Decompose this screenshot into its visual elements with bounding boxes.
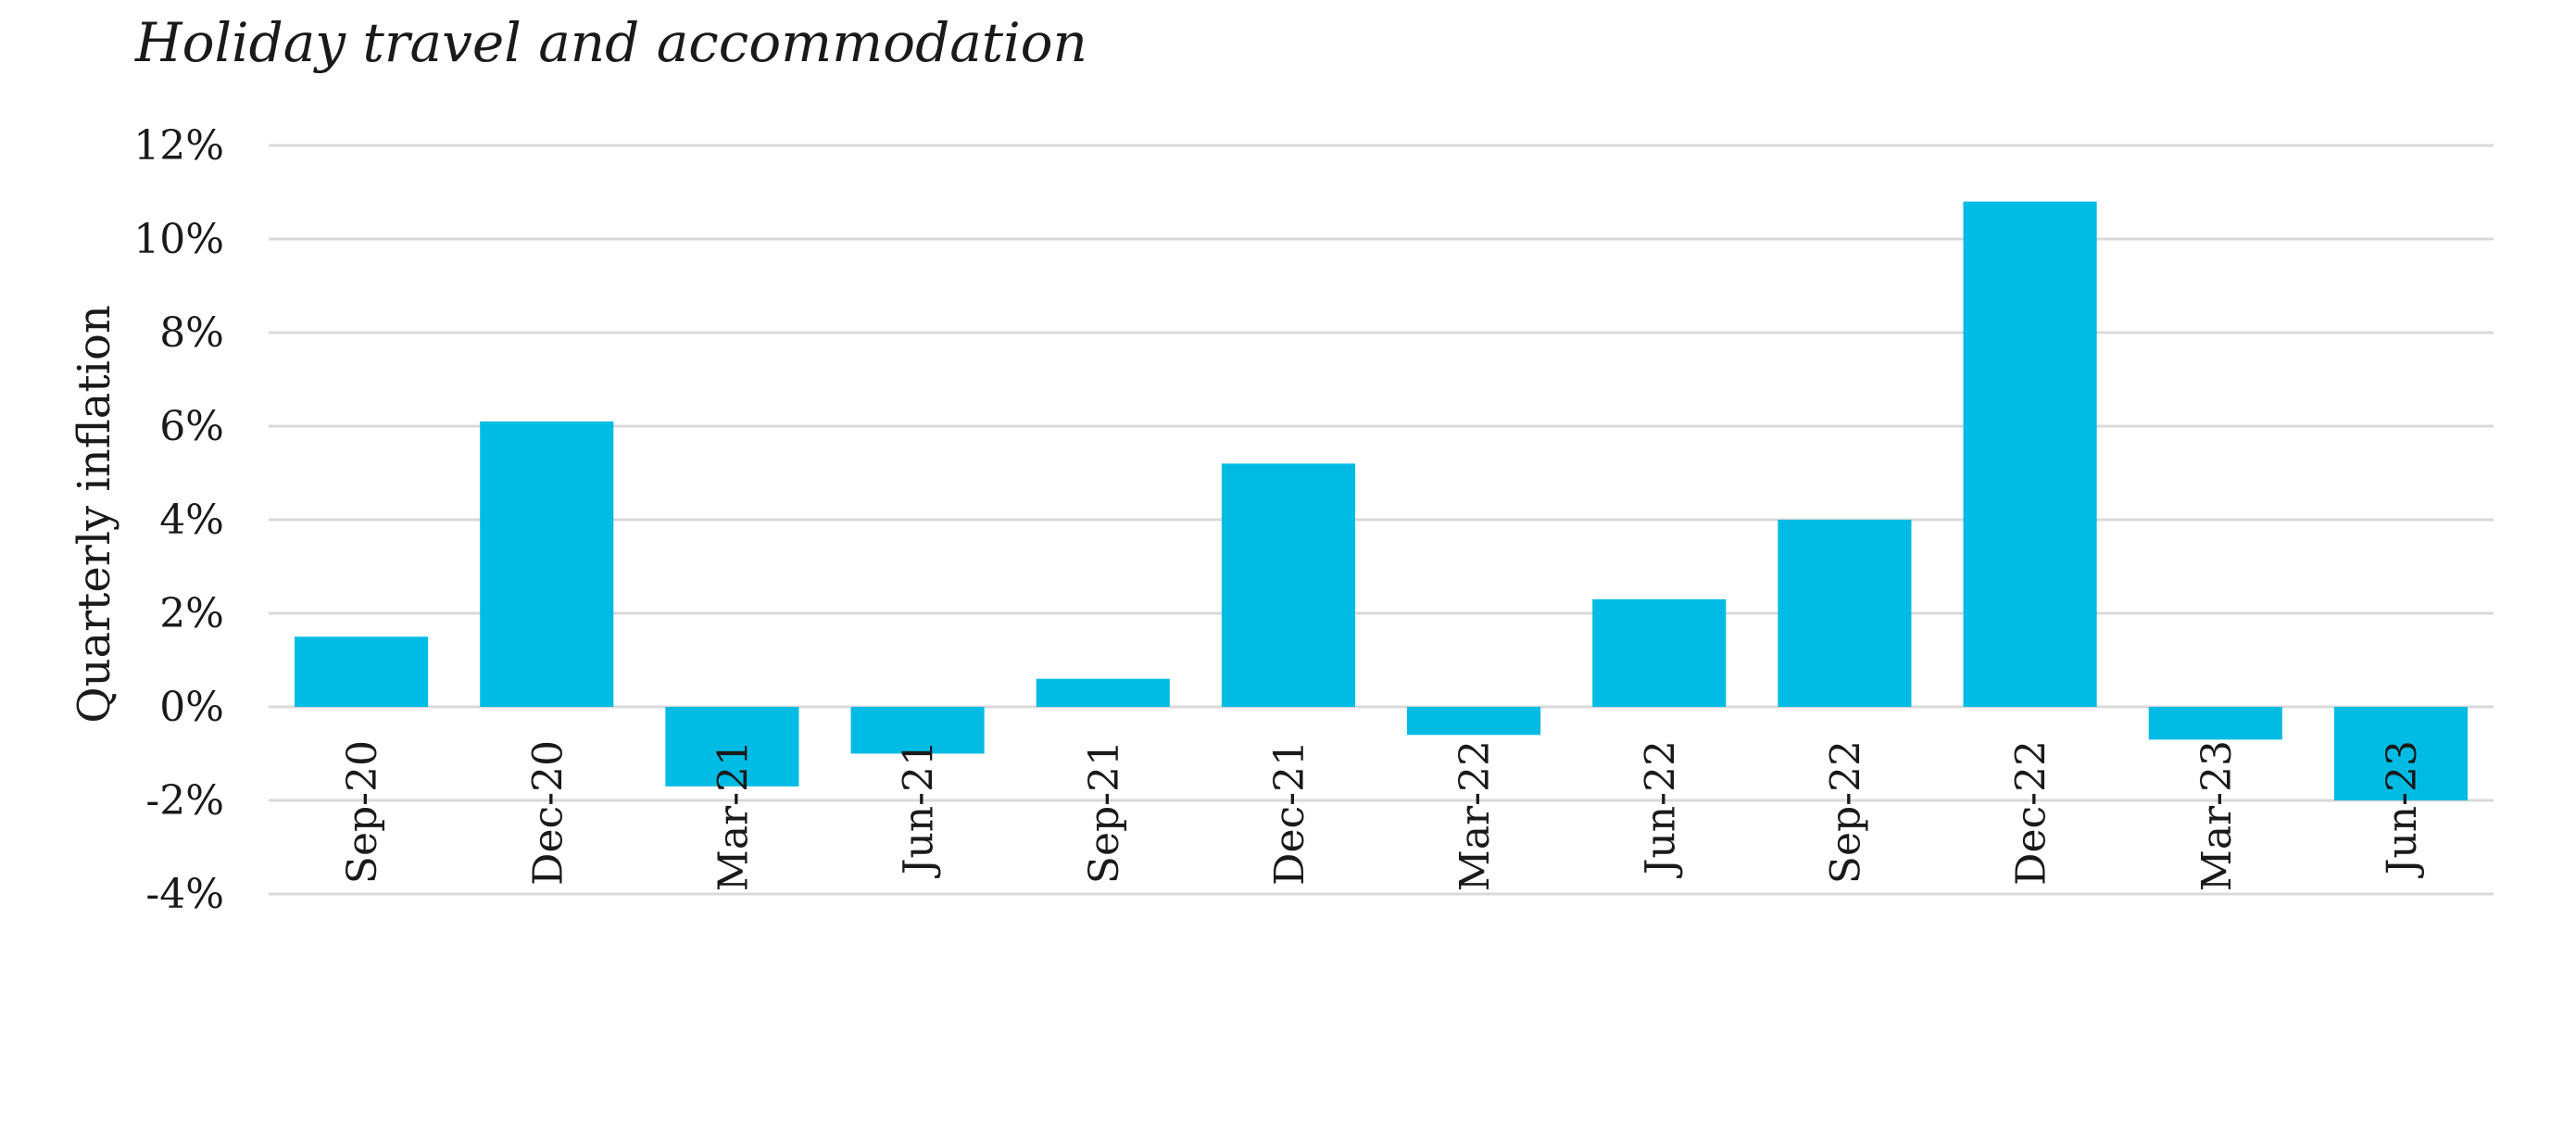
bar-sep-20 xyxy=(295,636,429,707)
gridlines xyxy=(269,144,2494,896)
bar-jun-21 xyxy=(850,707,985,754)
bar-sep-22 xyxy=(1778,520,1912,707)
x-tick-label: Jun-21 xyxy=(896,740,943,878)
y-tick-labels: 12% 10% 8% 6% 4% 2% 0% -2% -4% xyxy=(133,122,224,918)
y-tick-label: 6% xyxy=(159,403,224,450)
x-tick-label: Jun-22 xyxy=(1637,740,1684,878)
bar-dec-20 xyxy=(480,421,614,707)
y-tick-label: -2% xyxy=(145,777,224,825)
bar-mar-23 xyxy=(2148,707,2282,740)
x-tick-label: Sep-21 xyxy=(1081,740,1128,884)
x-tick-label: Mar-22 xyxy=(1451,740,1499,891)
x-tick-labels: Sep-20 Dec-20 Mar-21 Jun-21 Sep-21 Dec-21 Mar-… xyxy=(339,740,2426,891)
bar-jun-23 xyxy=(2333,707,2468,800)
x-tick-label: Sep-20 xyxy=(339,740,386,884)
y-tick-label: -4% xyxy=(145,871,224,918)
y-axis-label: Quarterly inflation xyxy=(69,305,120,724)
bar-dec-21 xyxy=(1221,463,1355,707)
x-tick-label: Jun-23 xyxy=(2379,740,2426,878)
x-tick-label: Dec-22 xyxy=(2008,740,2055,886)
y-tick-label: 4% xyxy=(159,497,224,544)
y-tick-label: 8% xyxy=(159,309,224,357)
x-tick-label: Dec-20 xyxy=(524,740,572,886)
bar-jun-22 xyxy=(1592,598,1727,707)
bars xyxy=(295,201,2468,800)
bar-sep-21 xyxy=(1036,678,1170,707)
bar-mar-22 xyxy=(1407,707,1541,736)
x-tick-label: Sep-22 xyxy=(1822,740,1869,884)
bar-mar-21 xyxy=(665,707,799,787)
x-tick-label: Mar-21 xyxy=(710,740,757,891)
bar-dec-22 xyxy=(1963,201,2097,708)
y-tick-label: 10% xyxy=(133,216,224,263)
x-tick-label: Mar-23 xyxy=(2193,740,2241,891)
chart-title: Holiday travel and accommodation xyxy=(135,11,1087,74)
y-tick-label: 0% xyxy=(159,684,224,731)
y-tick-label: 2% xyxy=(159,590,224,637)
x-tick-label: Dec-21 xyxy=(1266,740,1313,886)
y-tick-label: 12% xyxy=(133,122,224,170)
